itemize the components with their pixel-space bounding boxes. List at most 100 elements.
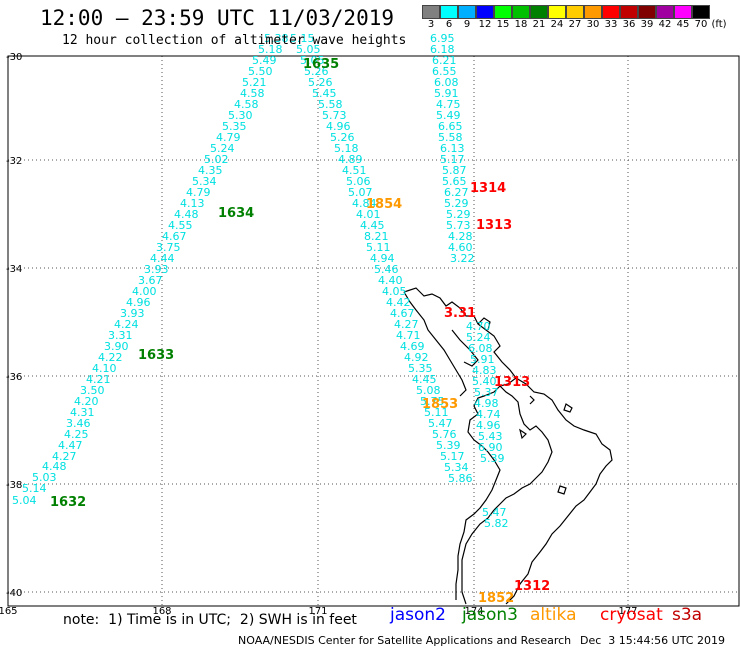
colorbar-label: 24 — [550, 19, 564, 30]
wave-height-value: 5.05 — [300, 54, 325, 67]
wave-height-value: 4.20 — [74, 395, 99, 408]
colorbar-swatch — [692, 5, 710, 19]
satellite-legend-item: altika — [530, 605, 577, 625]
wave-height-value: 4.96 — [326, 120, 351, 133]
wave-height-value: 5.29 — [444, 197, 469, 210]
wave-height-tracks: 5.045.145.034.484.274.474.253.464.314.20… — [12, 32, 509, 530]
wave-height-value: 5.17 — [440, 153, 465, 166]
wave-height-value: 4.22 — [98, 351, 123, 364]
pass-time-label: 1853 — [422, 397, 458, 412]
wave-height-value: 4.67 — [390, 307, 415, 320]
wave-height-value: 5.04 — [12, 494, 37, 507]
wave-height-value: 4.96 — [476, 419, 501, 432]
wave-height-colorbar: 3 6 9 12 15 18 21 24 27 30 33 36 39 42 45 70 (ft) — [422, 5, 728, 30]
wave-height-value: 5.29 — [446, 208, 471, 221]
wave-height-value: 3.93 — [120, 307, 145, 320]
wave-height-value: 5.73 — [322, 109, 347, 122]
wave-height-value: 5.65 — [442, 175, 467, 188]
wave-height-value: 4.45 — [360, 219, 385, 232]
wave-height-value: 5.15 — [290, 32, 315, 45]
wave-height-value: 5.24 — [466, 331, 491, 344]
colorbar-swatch — [620, 5, 638, 19]
lat-tick-label: -40 — [6, 588, 22, 599]
colorbar-label: 45 — [676, 19, 690, 30]
lat-tick-label: -34 — [6, 264, 22, 275]
wave-height-value: 6.08 — [434, 76, 459, 89]
colorbar-label: 42 — [658, 19, 672, 30]
wave-height-value: 4.05 — [382, 285, 407, 298]
wave-height-value: 5.47 — [482, 506, 507, 519]
wave-height-value: 4.28 — [448, 230, 473, 243]
pass-time-label: 1313 — [476, 218, 512, 233]
wave-height-value: 5.45 — [312, 87, 337, 100]
wave-height-value: 5.02 — [204, 153, 229, 166]
colorbar-swatches — [422, 5, 728, 19]
wave-height-value: 4.96 — [126, 296, 151, 309]
pass-time-label: 1852 — [478, 591, 514, 606]
wave-height-value: 4.94 — [370, 252, 395, 265]
colorbar-label: 3 — [427, 19, 435, 30]
lat-tick-label: -32 — [6, 156, 22, 167]
wave-height-value: 4.51 — [342, 164, 367, 177]
colorbar-label: 15 — [496, 19, 510, 30]
wave-height-value: 5.76 — [432, 428, 457, 441]
colorbar-label: 6 — [445, 19, 453, 30]
wave-height-value: 4.31 — [70, 406, 95, 419]
colorbar-swatch — [476, 5, 494, 19]
wave-height-value: 5.26 — [308, 76, 333, 89]
wave-height-value: 5.26 — [304, 65, 329, 78]
wave-height-value: 5.43 — [478, 430, 503, 443]
colorbar-label: 36 — [622, 19, 636, 30]
wave-height-value: 5.50 — [248, 65, 273, 78]
footer-note: note: 1) Time is in UTC; 2) SWH is in fe… — [63, 612, 357, 628]
satellite-legend-item: jason2 — [390, 605, 446, 625]
colorbar-swatch — [584, 5, 602, 19]
colorbar-label: 30 — [586, 19, 600, 30]
wave-height-value: 4.58 — [234, 98, 259, 111]
map-title: 12:00 — 23:59 UTC 11/03/2019 — [40, 6, 395, 30]
wave-height-value: 5.49 — [436, 109, 461, 122]
wave-height-value: 4.01 — [356, 208, 381, 221]
wave-height-value: 4.98 — [474, 397, 499, 410]
wave-height-value: 4.24 — [114, 318, 139, 331]
colorbar-label: 18 — [514, 19, 528, 30]
wave-height-value: 5.86 — [448, 472, 473, 485]
wave-height-value: 5.75 — [420, 395, 445, 408]
wave-height-value: 4.47 — [58, 439, 83, 452]
colorbar-swatch — [440, 5, 458, 19]
wave-height-value: 4.60 — [448, 241, 473, 254]
wave-height-value: 5.21 — [242, 76, 267, 89]
colorbar-labels: 3 6 9 12 15 18 21 24 27 30 33 36 39 42 45 70 (ft) — [422, 19, 728, 30]
pass-time-label: 1635 — [303, 57, 339, 72]
wave-height-value: 5.17 — [440, 450, 465, 463]
wave-height-value: 5.91 — [470, 353, 495, 366]
wave-height-value: 4.10 — [92, 362, 117, 375]
wave-height-value: 4.35 — [198, 164, 223, 177]
colorbar-label: 33 — [604, 19, 618, 30]
colorbar-swatch — [674, 5, 692, 19]
colorbar-label: 12 — [478, 19, 492, 30]
wave-height-value: 5.47 — [428, 417, 453, 430]
wave-height-value: 4.70 — [466, 320, 491, 333]
wave-height-value: 5.34 — [192, 175, 217, 188]
wave-height-value: 5.11 — [424, 406, 449, 419]
colorbar-swatch — [422, 5, 440, 19]
wave-height-value: 5.26 — [330, 131, 355, 144]
satellite-legend-item: jason3 — [462, 605, 518, 625]
lat-tick-label: -30 — [6, 52, 22, 63]
wave-height-value: 4.58 — [240, 87, 265, 100]
wave-height-value: 4.45 — [412, 373, 437, 386]
wave-height-value: 3.75 — [156, 241, 181, 254]
wave-height-value: 5.03 — [32, 471, 57, 484]
pass-time-label: 3.31 — [444, 306, 476, 321]
wave-height-value: 4.42 — [386, 296, 411, 309]
lon-tick-label: 165 — [0, 606, 18, 617]
map-frame — [7, 55, 740, 607]
lat-tick-label: -36 — [6, 372, 22, 383]
wave-height-value: 6.08 — [468, 342, 493, 355]
wave-height-value: 6.65 — [438, 120, 463, 133]
pass-time-label: 1632 — [50, 495, 86, 510]
wave-height-value: 4.40 — [378, 274, 403, 287]
wave-height-value: 5.07 — [348, 186, 373, 199]
wave-height-value: 6.55 — [432, 65, 457, 78]
